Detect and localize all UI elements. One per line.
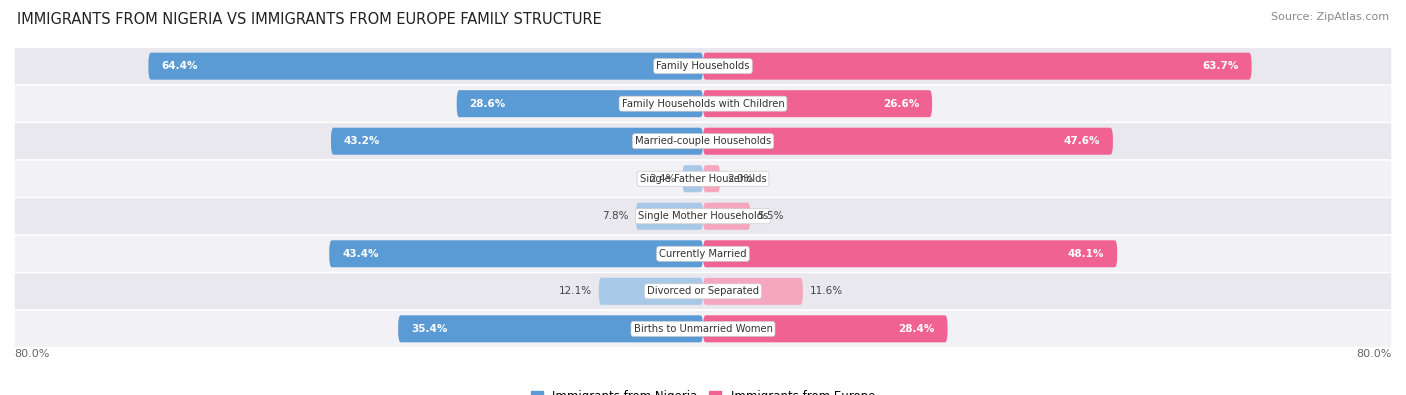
Text: 11.6%: 11.6% [810, 286, 844, 296]
Text: Single Father Households: Single Father Households [640, 174, 766, 184]
Text: Single Mother Households: Single Mother Households [638, 211, 768, 221]
FancyBboxPatch shape [703, 90, 932, 117]
FancyBboxPatch shape [703, 165, 720, 192]
Text: 48.1%: 48.1% [1069, 249, 1104, 259]
FancyBboxPatch shape [703, 240, 1118, 267]
FancyBboxPatch shape [14, 273, 1392, 310]
Text: 28.6%: 28.6% [470, 99, 506, 109]
Legend: Immigrants from Nigeria, Immigrants from Europe: Immigrants from Nigeria, Immigrants from… [526, 385, 880, 395]
FancyBboxPatch shape [14, 122, 1392, 160]
FancyBboxPatch shape [14, 310, 1392, 348]
FancyBboxPatch shape [703, 128, 1114, 155]
FancyBboxPatch shape [682, 165, 703, 192]
FancyBboxPatch shape [14, 160, 1392, 198]
Text: Family Households: Family Households [657, 61, 749, 71]
FancyBboxPatch shape [14, 235, 1392, 273]
Text: Births to Unmarried Women: Births to Unmarried Women [634, 324, 772, 334]
FancyBboxPatch shape [599, 278, 703, 305]
Text: 43.2%: 43.2% [344, 136, 380, 146]
FancyBboxPatch shape [14, 85, 1392, 122]
Text: 43.4%: 43.4% [342, 249, 378, 259]
FancyBboxPatch shape [703, 315, 948, 342]
Text: 35.4%: 35.4% [411, 324, 447, 334]
Text: 2.4%: 2.4% [650, 174, 675, 184]
Text: 2.0%: 2.0% [727, 174, 754, 184]
Text: 12.1%: 12.1% [558, 286, 592, 296]
Text: IMMIGRANTS FROM NIGERIA VS IMMIGRANTS FROM EUROPE FAMILY STRUCTURE: IMMIGRANTS FROM NIGERIA VS IMMIGRANTS FR… [17, 12, 602, 27]
Text: Source: ZipAtlas.com: Source: ZipAtlas.com [1271, 12, 1389, 22]
FancyBboxPatch shape [636, 203, 703, 230]
FancyBboxPatch shape [703, 53, 1251, 80]
FancyBboxPatch shape [149, 53, 703, 80]
Text: 63.7%: 63.7% [1202, 61, 1239, 71]
FancyBboxPatch shape [398, 315, 703, 342]
FancyBboxPatch shape [703, 278, 803, 305]
Text: Currently Married: Currently Married [659, 249, 747, 259]
Text: 64.4%: 64.4% [162, 61, 198, 71]
FancyBboxPatch shape [329, 240, 703, 267]
FancyBboxPatch shape [457, 90, 703, 117]
FancyBboxPatch shape [14, 47, 1392, 85]
Text: Family Households with Children: Family Households with Children [621, 99, 785, 109]
Text: 47.6%: 47.6% [1063, 136, 1099, 146]
Text: 5.5%: 5.5% [758, 211, 783, 221]
Text: 7.8%: 7.8% [602, 211, 628, 221]
Text: 26.6%: 26.6% [883, 99, 920, 109]
Text: 80.0%: 80.0% [14, 350, 49, 359]
FancyBboxPatch shape [703, 203, 751, 230]
Text: Married-couple Households: Married-couple Households [636, 136, 770, 146]
Text: 80.0%: 80.0% [1357, 350, 1392, 359]
Text: 28.4%: 28.4% [898, 324, 935, 334]
FancyBboxPatch shape [14, 198, 1392, 235]
FancyBboxPatch shape [330, 128, 703, 155]
Text: Divorced or Separated: Divorced or Separated [647, 286, 759, 296]
